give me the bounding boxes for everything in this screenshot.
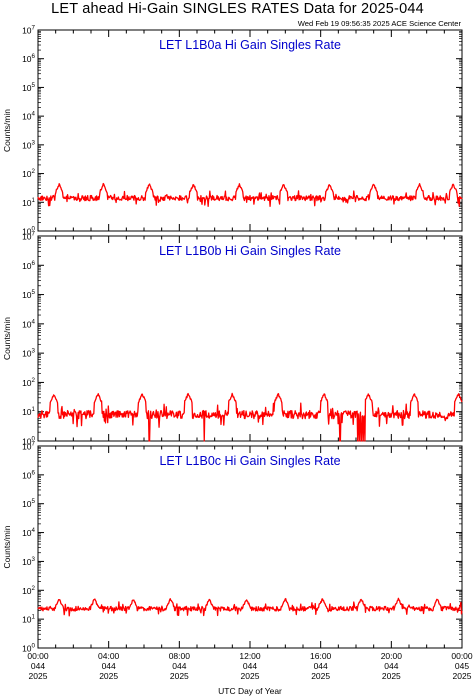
x-tick-label: 2025	[241, 671, 260, 681]
y-tick-label: 107	[22, 441, 35, 452]
y-tick-label: 102	[22, 168, 35, 179]
x-tick-label: 2025	[311, 671, 330, 681]
x-tick-label: 2025	[382, 671, 401, 681]
y-tick-label: 104	[22, 318, 35, 329]
y-tick-label: 101	[22, 197, 35, 208]
y-tick-label: 102	[22, 377, 35, 388]
y-axis-label: Counts/min	[2, 525, 12, 568]
x-tick-label: 044	[384, 661, 398, 671]
x-tick-label: 044	[31, 661, 45, 671]
x-tick-label: 08:00	[169, 651, 191, 661]
y-tick-label: 104	[22, 527, 35, 538]
panel-title: LET L1B0c Hi Gain Singles Rate	[159, 454, 340, 468]
y-tick-label: 107	[22, 25, 35, 36]
y-tick-label: 103	[22, 556, 35, 567]
timestamp: Wed Feb 19 09:56:35 2025 ACE Science Cen…	[297, 19, 461, 28]
y-tick-label: 102	[22, 585, 35, 596]
y-axis-label: Counts/min	[2, 109, 12, 152]
y-tick-label: 107	[22, 231, 35, 242]
y-tick-label: 101	[22, 406, 35, 417]
chart-panel: 100 101 102 103 104 105 106 107 Counts/min LET L1…	[2, 25, 463, 237]
x-tick-label: 12:00	[239, 651, 261, 661]
y-tick-label: 101	[22, 614, 35, 625]
x-tick-label: 2025	[453, 671, 472, 681]
chart-panel: 100 101 102 103 104 105 106 107 Counts/min LET L1…	[2, 441, 463, 654]
y-tick-label: 106	[22, 469, 35, 480]
y-tick-label: 100	[22, 643, 35, 654]
x-tick-label: 044	[172, 661, 186, 671]
x-tick-label: 20:00	[381, 651, 403, 661]
plot-frame	[37, 445, 463, 649]
x-tick-label: 2025	[99, 671, 118, 681]
y-tick-label: 106	[22, 260, 35, 271]
y-tick-label: 105	[22, 289, 35, 300]
x-tick-label: 044	[243, 661, 257, 671]
x-tick-label: 045	[455, 661, 469, 671]
x-tick-label: 16:00	[310, 651, 332, 661]
chart-panel: 100 101 102 103 104 105 106 107 Counts/min LET L1…	[2, 231, 463, 447]
x-tick-label: 044	[102, 661, 116, 671]
x-axis-label: UTC Day of Year	[218, 686, 282, 696]
y-tick-label: 104	[22, 111, 35, 122]
rate-trace	[37, 392, 463, 442]
y-tick-label: 105	[22, 498, 35, 509]
panel-title: LET L1B0a Hi Gain Singles Rate	[159, 38, 341, 52]
y-tick-label: 106	[22, 53, 35, 64]
x-tick-label: 00:00	[27, 651, 49, 661]
panel-title: LET L1B0b Hi Gain Singles Rate	[159, 244, 341, 258]
y-tick-label: 103	[22, 348, 35, 359]
rate-trace	[37, 182, 463, 207]
x-tick-label: 044	[314, 661, 328, 671]
x-tick-label: 2025	[170, 671, 189, 681]
rate-trace	[37, 597, 463, 617]
y-axis-label: Counts/min	[2, 317, 12, 360]
y-tick-label: 100	[22, 226, 35, 237]
page-title: LET ahead Hi-Gain SINGLES RATES Data for…	[51, 1, 424, 17]
x-tick-label: 00:00	[451, 651, 473, 661]
y-tick-label: 105	[22, 82, 35, 93]
x-tick-label: 2025	[29, 671, 48, 681]
y-tick-label: 103	[22, 139, 35, 150]
y-tick-label: 100	[22, 436, 35, 447]
x-tick-label: 04:00	[98, 651, 120, 661]
